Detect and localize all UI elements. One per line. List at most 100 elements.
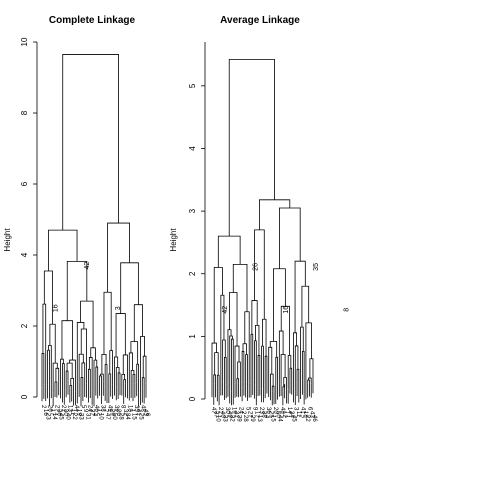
dendrogram-merge (213, 267, 223, 344)
dendrogram-merge (103, 291, 112, 355)
dendrogram-merge (245, 354, 248, 387)
leaf-label: 4 (263, 415, 269, 419)
average-linkage-inner-labels: 42 26 16 35 8 (222, 263, 350, 314)
leaf-label: 6 (306, 407, 312, 411)
leaf-label: 4 (91, 413, 97, 417)
dendrogram-merge (237, 361, 241, 383)
dendrogram-merge (269, 341, 278, 358)
dendrogram-merge (55, 367, 60, 382)
leaf-label: 16 (42, 409, 48, 416)
leaf-label: 47 (104, 413, 110, 420)
dendrogram-merge (300, 326, 304, 386)
leaf-label: 44 (73, 405, 79, 412)
leaf-label: 24 (86, 405, 92, 412)
average-linkage-y-axis-label: Height (169, 228, 178, 252)
dendrogram-merge (99, 375, 102, 391)
dendrogram-merge (80, 377, 84, 393)
inner-label: 42 (84, 262, 91, 270)
dendrogram-merge (54, 381, 58, 384)
dendrogram-merge (211, 342, 217, 384)
leaf-label: 7 (297, 415, 303, 419)
dendrogram-merge (117, 372, 121, 385)
dendrogram-merge (227, 329, 232, 383)
dendrogram-merge (228, 59, 275, 237)
y-tick-label: 2 (20, 323, 29, 328)
y-tick-label: 10 (20, 37, 29, 46)
leaf-label: 34 (124, 413, 130, 420)
leaf-label: 38 (100, 405, 106, 412)
leaf-label: 32 (228, 415, 234, 422)
dendrogram-merge (62, 363, 65, 391)
dendrogram-merge (217, 235, 241, 268)
dendrogram-merge (222, 339, 226, 382)
leaf-label: 15 (131, 413, 137, 420)
dendrogram-merge (308, 377, 312, 384)
leaf-label: 46 (93, 405, 99, 412)
dendrogram-merge (224, 356, 227, 386)
y-tick-label: 3 (188, 208, 197, 213)
leaf-label: 1 (283, 415, 289, 419)
dendrogram-merge (279, 207, 301, 269)
dendrogram-merge (294, 260, 306, 333)
dendrogram-merge (88, 357, 93, 391)
leaf-label: 34 (288, 411, 294, 418)
leaf-label: 11 (295, 411, 301, 418)
leaf-label: 46 (311, 415, 317, 422)
dendrogram-merge (114, 356, 119, 382)
inner-label: 3 (115, 306, 122, 310)
leaf-label: 31 (233, 411, 239, 418)
leaf-label: 49 (226, 411, 232, 418)
dendrogram-merge (60, 358, 64, 385)
dendrogram-merge (100, 373, 104, 382)
dendrogram-merge (90, 347, 96, 361)
inner-label: 42 (222, 306, 229, 314)
leaf-label: 12 (95, 409, 101, 416)
dendrogram-merge (250, 333, 254, 384)
leaf-label: 35 (133, 405, 139, 412)
leaf-label: 45 (290, 415, 296, 422)
leaf-label: 2 (240, 411, 246, 415)
leaf-label: 39 (113, 405, 119, 412)
dendrogram-merge (268, 346, 273, 384)
leaf-label: 12 (281, 411, 287, 418)
dendrogram-merge (309, 358, 314, 380)
leaf-label: 17 (254, 411, 260, 418)
leaf-label: 27 (53, 405, 59, 412)
complete-linkage-y-ticks: 0 2 4 6 8 10 (20, 37, 37, 399)
y-tick-label: 2 (188, 271, 197, 276)
leaf-label: 29 (249, 415, 255, 422)
leaf-label: 1 (129, 409, 135, 413)
leaf-label: 33 (78, 413, 84, 420)
leaf-label: 19 (75, 409, 81, 416)
leaf-label: 20 (272, 407, 278, 414)
dendrogram-merge (307, 379, 310, 384)
y-tick-label: 1 (188, 334, 197, 339)
inner-label: 8 (343, 308, 350, 312)
average-linkage-y-ticks: 0 1 2 3 4 5 (188, 83, 205, 401)
y-tick-label: 0 (20, 394, 29, 399)
leaf-label: 44 (277, 415, 283, 422)
leaf-label: 11 (69, 409, 75, 416)
leaf-label: 37 (212, 411, 218, 418)
dendrogram-merge (283, 377, 287, 390)
leaf-label: 3 (293, 407, 299, 411)
leaf-label: 10 (215, 415, 221, 422)
dendrogram-merge (254, 229, 265, 320)
dendrogram-merge (136, 363, 139, 393)
leaf-label: 9 (251, 407, 257, 411)
dendrogram-merge (109, 350, 113, 385)
dendrogram-merge (107, 222, 130, 293)
dendrogram-merge (289, 367, 293, 381)
complete-linkage-inner-labels: 16 42 3 (53, 262, 122, 312)
leaf-label: 28 (117, 413, 123, 420)
leaf-label: 14 (286, 407, 292, 414)
leaf-label: 6 (144, 413, 150, 417)
dendrogram-merge (220, 294, 225, 382)
dendrogram-merge (49, 323, 56, 364)
dendrogram-merge (41, 353, 45, 388)
dendrogram-merge (262, 318, 267, 357)
leaf-label: 45 (58, 413, 64, 420)
